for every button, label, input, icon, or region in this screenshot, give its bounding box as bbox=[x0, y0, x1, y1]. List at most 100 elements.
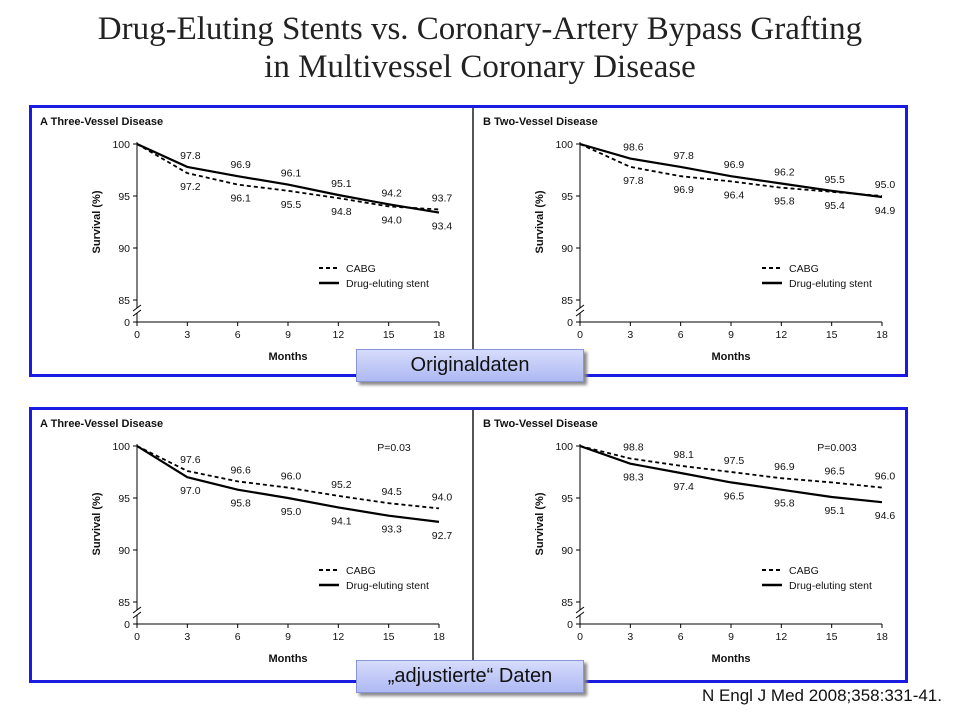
data-label-upper: 97.8 bbox=[180, 150, 201, 162]
x-axis-label: Months bbox=[711, 653, 750, 665]
cabg-survival-line bbox=[579, 143, 883, 197]
y-axis-label: Survival (%) bbox=[91, 492, 103, 555]
y-tick-label: 95 bbox=[118, 493, 130, 505]
data-label-upper: 96.2 bbox=[774, 167, 795, 179]
data-label-lower: 94.0 bbox=[381, 214, 402, 226]
y-tick-label: 90 bbox=[561, 545, 573, 557]
x-tick-label: 12 bbox=[332, 329, 344, 341]
data-label-lower: 96.5 bbox=[724, 490, 745, 502]
panel-title-text: Two-Vessel Disease bbox=[494, 418, 598, 430]
x-tick-label: 18 bbox=[876, 631, 888, 643]
des-survival-line bbox=[579, 142, 883, 199]
x-tick-label: 15 bbox=[826, 329, 838, 341]
panel-letter: A bbox=[40, 418, 51, 430]
cabg-survival-line bbox=[579, 445, 883, 489]
data-label-lower: 97.4 bbox=[673, 481, 694, 493]
x-tick-label: 15 bbox=[383, 329, 395, 341]
legend-label-cabg: CABG bbox=[346, 565, 376, 577]
data-label-upper: 98.6 bbox=[623, 142, 644, 154]
data-label-upper: 96.9 bbox=[774, 461, 795, 473]
x-tick-label: 9 bbox=[728, 631, 734, 643]
citation: N Engl J Med 2008;358:331-41. bbox=[701, 686, 942, 705]
panel-title-text: Two-Vessel Disease bbox=[494, 116, 598, 128]
data-label-lower: 94.8 bbox=[331, 206, 352, 218]
x-tick-label: 6 bbox=[678, 631, 684, 643]
y-tick-label: 90 bbox=[118, 243, 130, 255]
chart-original-two-vessel: B Two-Vessel Disease 0 85 90 95 100 0 3 6 9 12 15 18… bbox=[483, 116, 896, 363]
cabg-survival-line bbox=[136, 445, 440, 510]
panel-title: A Three-Vessel Disease bbox=[40, 418, 163, 430]
legend-label-cabg: CABG bbox=[789, 263, 819, 275]
data-label-lower: 95.8 bbox=[774, 196, 795, 208]
x-tick-label: 6 bbox=[235, 329, 241, 341]
data-label-upper: 95.2 bbox=[331, 479, 352, 491]
x-tick-label: 3 bbox=[184, 329, 190, 341]
x-tick-label: 0 bbox=[134, 631, 140, 643]
y-tick-label: 100 bbox=[112, 139, 130, 151]
des-survival-line bbox=[579, 444, 883, 504]
panel-title-text: Three-Vessel Disease bbox=[51, 116, 164, 128]
cabg-survival-line bbox=[136, 143, 440, 211]
data-label-upper: 97.5 bbox=[724, 455, 745, 467]
x-tick-label: 9 bbox=[285, 631, 291, 643]
data-label-lower: 94.1 bbox=[331, 515, 352, 527]
x-tick-label: 0 bbox=[134, 329, 140, 341]
y-tick-label: 95 bbox=[118, 191, 130, 203]
data-label-lower: 95.4 bbox=[824, 200, 845, 212]
data-label-lower: 94.9 bbox=[875, 205, 896, 217]
data-label-upper: 94.0 bbox=[432, 491, 453, 503]
data-label-upper: 96.5 bbox=[824, 465, 845, 477]
data-label-upper: 96.0 bbox=[281, 471, 302, 483]
y-tick-label: 85 bbox=[118, 597, 130, 609]
y-tick-label: 95 bbox=[561, 493, 573, 505]
title-line-1: Drug-Eluting Stents vs. Coronary-Artery … bbox=[97, 11, 863, 47]
p-value: P=0.003 bbox=[817, 442, 857, 454]
des-survival-line bbox=[136, 142, 440, 214]
x-tick-label: 12 bbox=[332, 631, 344, 643]
x-tick-label: 15 bbox=[826, 631, 838, 643]
axis-break-mark bbox=[132, 309, 142, 317]
data-label-lower: 95.5 bbox=[281, 199, 302, 211]
data-label-lower: 92.7 bbox=[432, 530, 453, 542]
data-label-upper: 95.0 bbox=[875, 179, 896, 191]
data-label-lower: 95.0 bbox=[281, 506, 302, 518]
data-label-lower: 96.4 bbox=[724, 189, 745, 201]
axis-break-mark bbox=[575, 606, 585, 614]
x-tick-label: 9 bbox=[728, 329, 734, 341]
x-tick-label: 12 bbox=[775, 631, 787, 643]
x-tick-label: 18 bbox=[876, 329, 888, 341]
original-data-label: Originaldaten bbox=[356, 349, 584, 382]
data-label-lower: 97.0 bbox=[180, 485, 201, 497]
legend-label-des: Drug-eluting stent bbox=[346, 278, 429, 290]
legend-label-cabg: CABG bbox=[789, 565, 819, 577]
data-label-upper: 96.6 bbox=[230, 464, 251, 476]
data-label-lower: 93.3 bbox=[381, 524, 402, 536]
y-axis-label: Survival (%) bbox=[534, 190, 546, 253]
data-label-upper: 96.0 bbox=[875, 471, 896, 483]
x-tick-label: 3 bbox=[627, 329, 633, 341]
x-tick-label: 0 bbox=[577, 631, 583, 643]
des-survival-line bbox=[136, 445, 440, 523]
data-label-upper: 96.1 bbox=[281, 168, 302, 180]
y-axis-label: Survival (%) bbox=[91, 190, 103, 253]
data-label-lower: 95.8 bbox=[774, 498, 795, 510]
panel-letter: B bbox=[483, 116, 494, 128]
data-label-upper: 94.5 bbox=[381, 486, 402, 498]
y-tick-label: 95 bbox=[561, 191, 573, 203]
x-tick-label: 15 bbox=[383, 631, 395, 643]
panel-divider bbox=[472, 108, 474, 374]
data-label-upper: 98.1 bbox=[673, 449, 694, 461]
x-tick-label: 0 bbox=[577, 329, 583, 341]
data-label-lower: 97.8 bbox=[623, 175, 644, 187]
data-label-lower: 98.3 bbox=[623, 472, 644, 484]
y-tick-label: 0 bbox=[124, 619, 130, 631]
x-tick-label: 3 bbox=[627, 631, 633, 643]
y-tick-label: 85 bbox=[118, 295, 130, 307]
y-tick-label: 0 bbox=[567, 317, 573, 329]
panel-title-text: Three-Vessel Disease bbox=[51, 418, 164, 430]
panel-letter: B bbox=[483, 418, 494, 430]
y-tick-label: 90 bbox=[118, 545, 130, 557]
title-line-2: in Multivessel Coronary Disease bbox=[264, 49, 696, 85]
panel-divider bbox=[472, 410, 474, 680]
panel-title: B Two-Vessel Disease bbox=[483, 418, 598, 430]
